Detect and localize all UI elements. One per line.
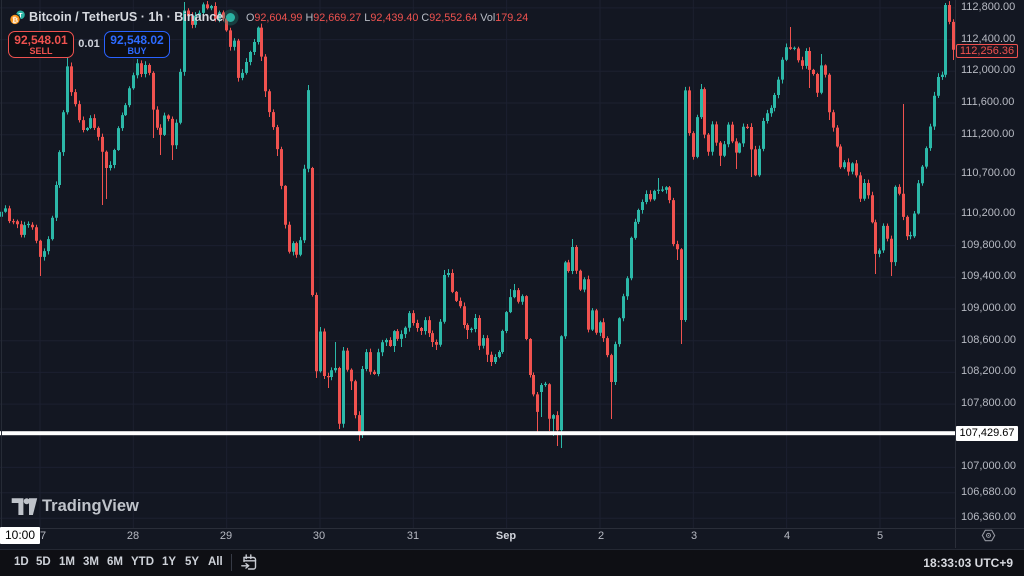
svg-text:₿: ₿ bbox=[12, 15, 18, 24]
svg-text:T: T bbox=[19, 12, 23, 19]
